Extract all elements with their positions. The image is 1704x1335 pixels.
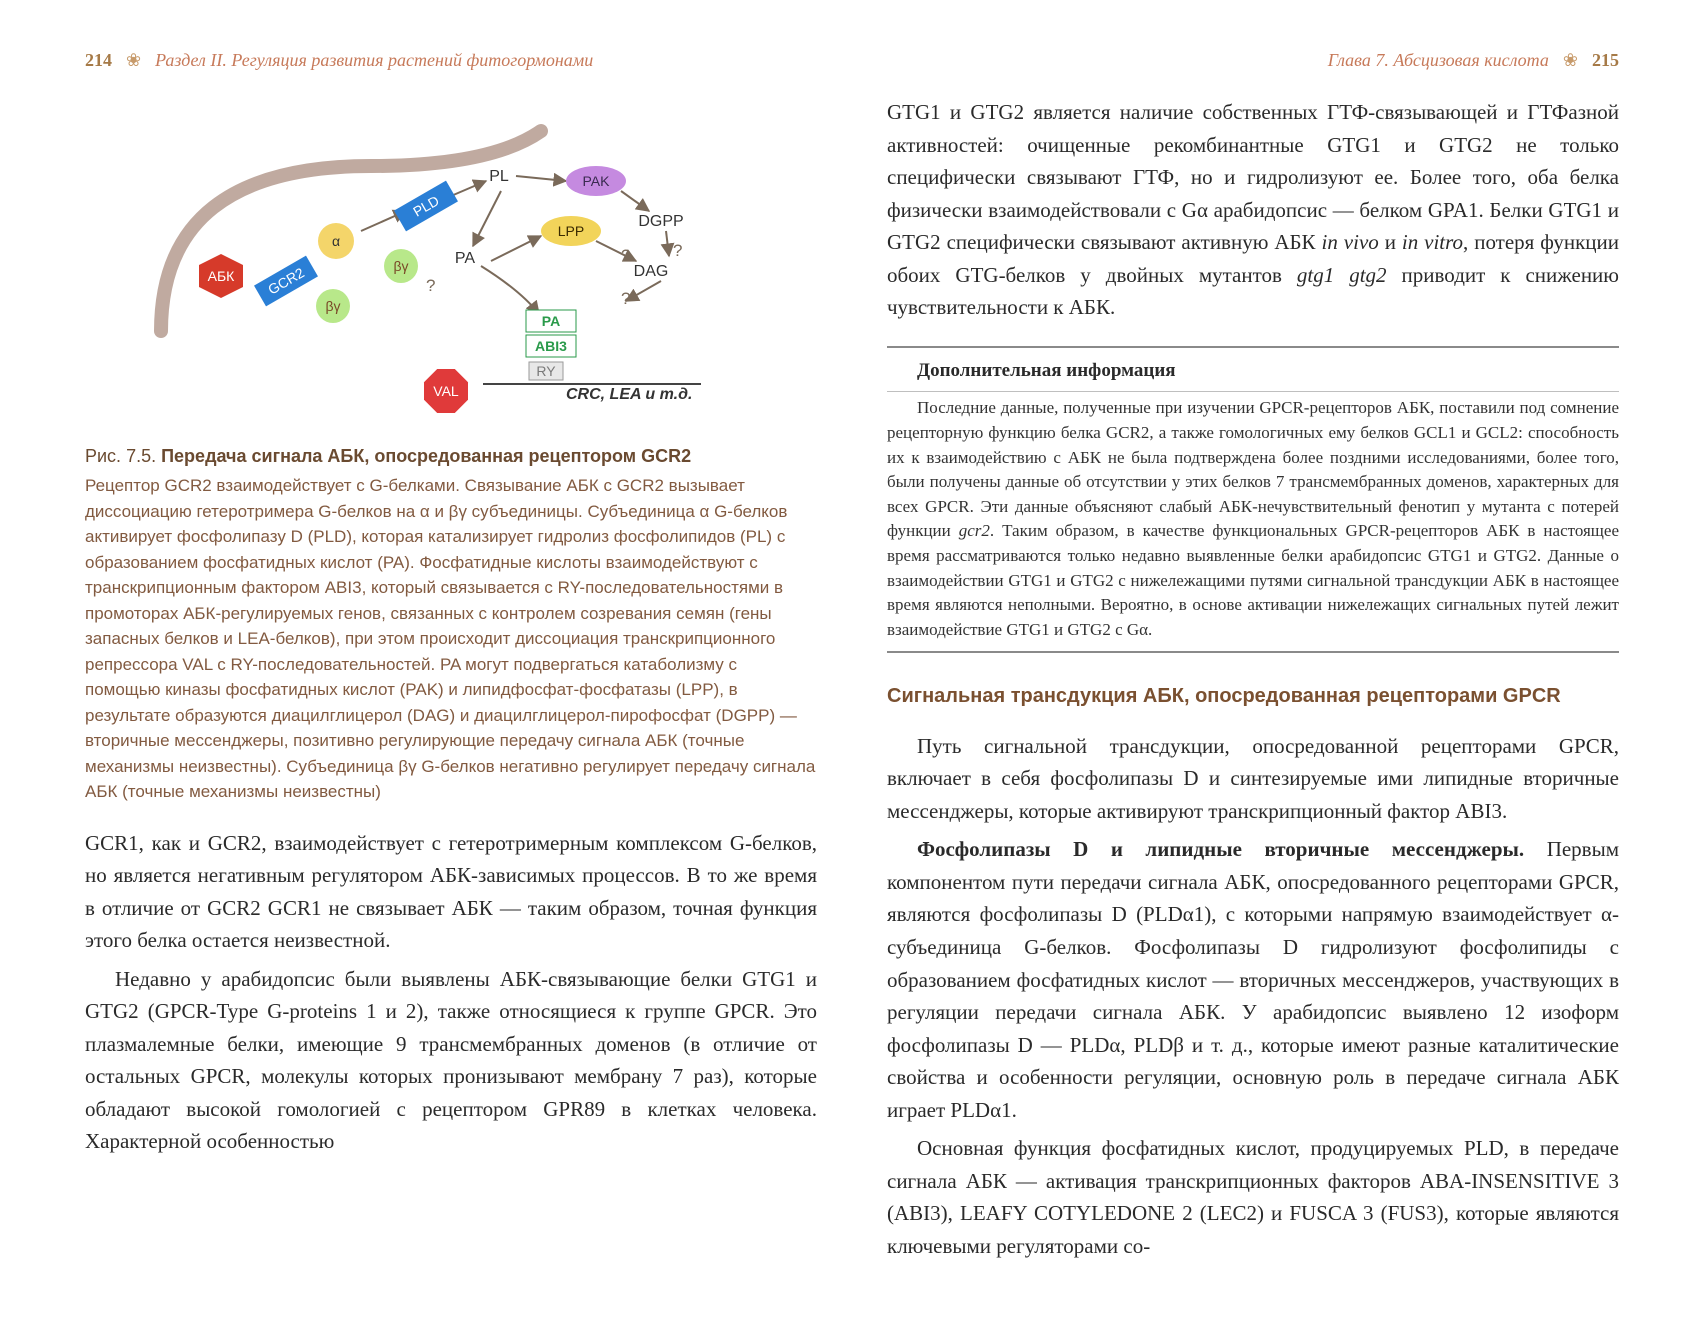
svg-text:βγ: βγ [393, 258, 408, 274]
para: Путь сигнальной трансдукции, опосредован… [887, 730, 1619, 828]
info-title: Дополнительная информация [887, 356, 1619, 392]
left-page-number: 214 [85, 50, 112, 71]
right-page: Глава 7. Абсцизовая кислота ❀ 215 GTG1 и… [852, 50, 1644, 1275]
section-heading: Сигнальная трансдукция АБК, опосредованн… [887, 681, 1619, 712]
right-body-text: GTG1 и GTG2 является наличие собственных… [887, 96, 1619, 1268]
ornament-icon: ❀ [126, 50, 141, 71]
info-text: Последние данные, полученные при изучени… [887, 396, 1619, 642]
svg-text:ABI3: ABI3 [535, 338, 567, 354]
svg-text:PA: PA [455, 250, 475, 267]
svg-text:PA: PA [542, 313, 560, 329]
svg-text:АБК: АБК [208, 268, 236, 284]
svg-text:?: ? [673, 241, 682, 260]
svg-text:?: ? [621, 289, 630, 308]
right-header: Глава 7. Абсцизовая кислота ❀ 215 [887, 50, 1619, 71]
svg-text:DGPP: DGPP [638, 213, 683, 230]
svg-text:PL: PL [489, 168, 509, 185]
right-running-head: Глава 7. Абсцизовая кислота [1328, 50, 1549, 71]
para: Основная функция фосфатидных кислот, про… [887, 1132, 1619, 1262]
figure-caption: Рецептор GCR2 взаимодействует с G-белкам… [85, 473, 817, 805]
svg-text:VAL: VAL [433, 383, 459, 399]
svg-text:?: ? [621, 246, 630, 265]
left-running-head: Раздел II. Регуляция развития растений ф… [155, 50, 593, 71]
para: GTG1 и GTG2 является наличие собственных… [887, 96, 1619, 324]
para: Недавно у арабидопсис были выявлены АБК-… [85, 963, 817, 1158]
svg-text:DAG: DAG [634, 263, 669, 280]
figure-title: Рис. 7.5. Передача сигнала АБК, опосредо… [85, 446, 817, 467]
figure-diagram: ? ? ? ? АБКGCR2αβγβγPLDPLPAPAKLPPDGPPDAG… [85, 96, 817, 426]
left-body-text: GCR1, как и GCR2, взаимодействует с гете… [85, 827, 817, 1164]
ornament-icon: ❀ [1563, 50, 1578, 71]
right-page-number: 215 [1592, 50, 1619, 71]
left-header: 214 ❀ Раздел II. Регуляция развития раст… [85, 50, 817, 71]
info-box: Дополнительная информация Последние данн… [887, 346, 1619, 653]
svg-text:α: α [332, 233, 340, 249]
svg-text:PAK: PAK [583, 173, 611, 189]
svg-text:LPP: LPP [558, 223, 584, 239]
svg-text:RY: RY [536, 363, 556, 379]
svg-text:CRC, LEA и т.д.: CRC, LEA и т.д. [566, 386, 692, 403]
svg-text:?: ? [426, 276, 435, 295]
para: GCR1, как и GCR2, взаимодействует с гете… [85, 827, 817, 957]
para: Фосфолипазы D и липидные вторичные мессе… [887, 833, 1619, 1126]
left-page: 214 ❀ Раздел II. Регуляция развития раст… [60, 50, 852, 1275]
svg-text:βγ: βγ [325, 298, 340, 314]
